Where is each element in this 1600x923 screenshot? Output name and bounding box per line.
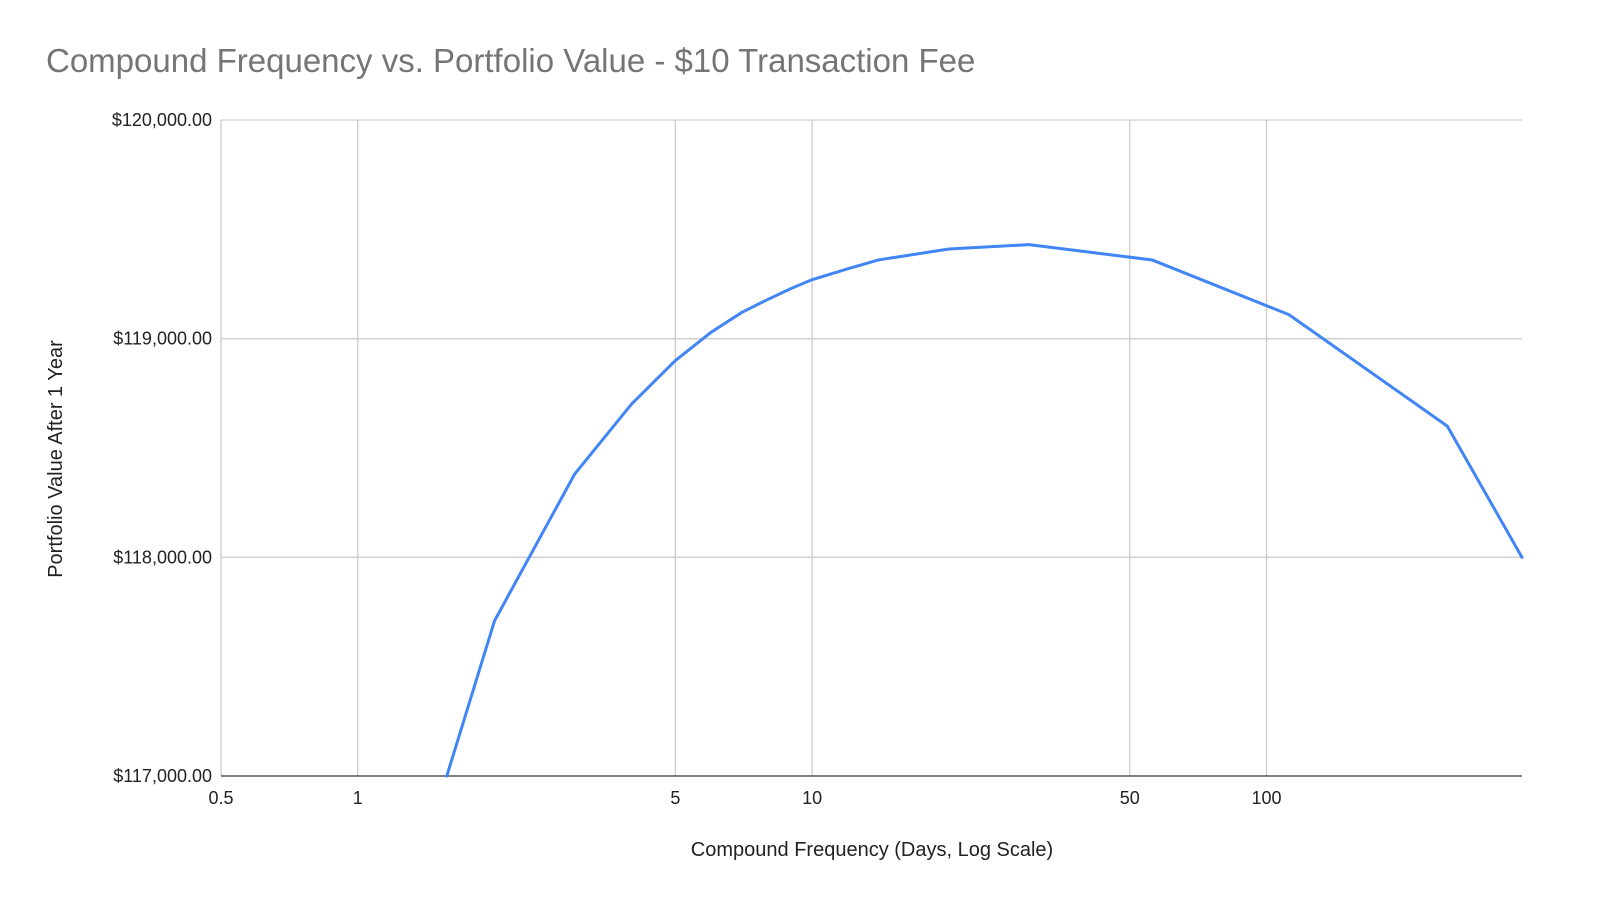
y-tick-label: $119,000.00 — [113, 329, 212, 349]
series-layer — [445, 243, 1524, 778]
axes: $117,000.00 $118,000.00 $119,000.00 $120,00… — [112, 110, 1522, 808]
y-axis-title: Portfolio Value After 1 Year — [45, 340, 67, 578]
y-tick-label: $117,000.00 — [113, 766, 212, 786]
x-tick-label: 0.5 — [208, 788, 233, 808]
x-tick-label: 50 — [1120, 788, 1140, 808]
x-tick-label: 1 — [353, 788, 363, 808]
x-tick-label: 100 — [1251, 788, 1281, 808]
series-line — [445, 243, 1524, 778]
chart-title: Compound Frequency vs. Portfolio Value -… — [46, 42, 975, 79]
x-tick-label: 5 — [670, 788, 680, 808]
y-tick-label: $120,000.00 — [112, 110, 212, 130]
y-tick-label: $118,000.00 — [113, 547, 212, 567]
x-axis-title: Compound Frequency (Days, Log Scale) — [691, 839, 1053, 861]
gridlines — [220, 119, 1522, 776]
x-tick-label: 10 — [802, 788, 822, 808]
